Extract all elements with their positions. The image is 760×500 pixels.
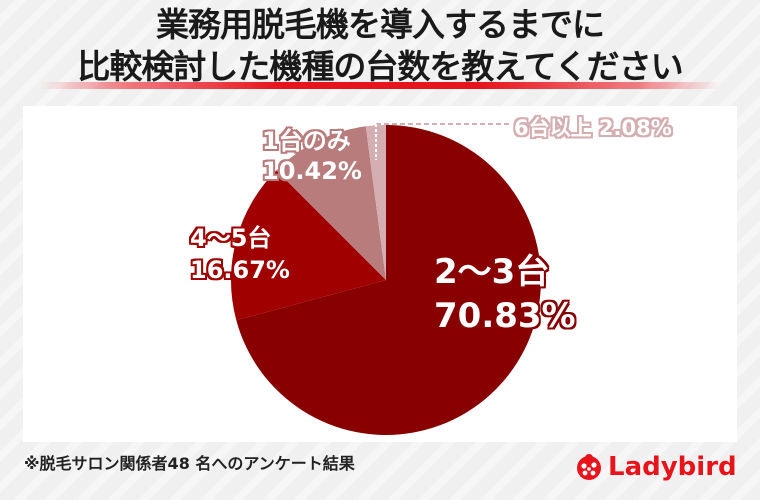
- logo-text: Ladybird: [608, 452, 737, 482]
- label-6plus: 6台以上 2.08%: [514, 116, 672, 140]
- label-1: 1台のみ 10.42%: [262, 127, 362, 185]
- chart-title-line2: 比較検討した機種の台数を教えてください: [77, 47, 683, 86]
- survey-footnote: ※脱毛サロン関係者48 名へのアンケート結果: [24, 454, 355, 473]
- slice-6plus: [365, 124, 386, 280]
- chart-title-line1: 業務用脱毛機を導入するまでに: [156, 5, 605, 44]
- title-underline: [40, 82, 720, 89]
- label-4-5: 4〜5台 16.67%: [190, 224, 290, 284]
- ladybird-logo: Ladybird: [574, 447, 737, 487]
- label-2-3: 2〜3台 70.83%: [434, 252, 576, 336]
- slice-2-3: [236, 125, 541, 435]
- chart-title: 業務用脱毛機を導入するまでに 比較検討した機種の台数を教えてください: [0, 4, 760, 88]
- ladybug-icon: [577, 454, 601, 480]
- slice-4-5: [230, 170, 386, 321]
- slice-1: [276, 126, 386, 280]
